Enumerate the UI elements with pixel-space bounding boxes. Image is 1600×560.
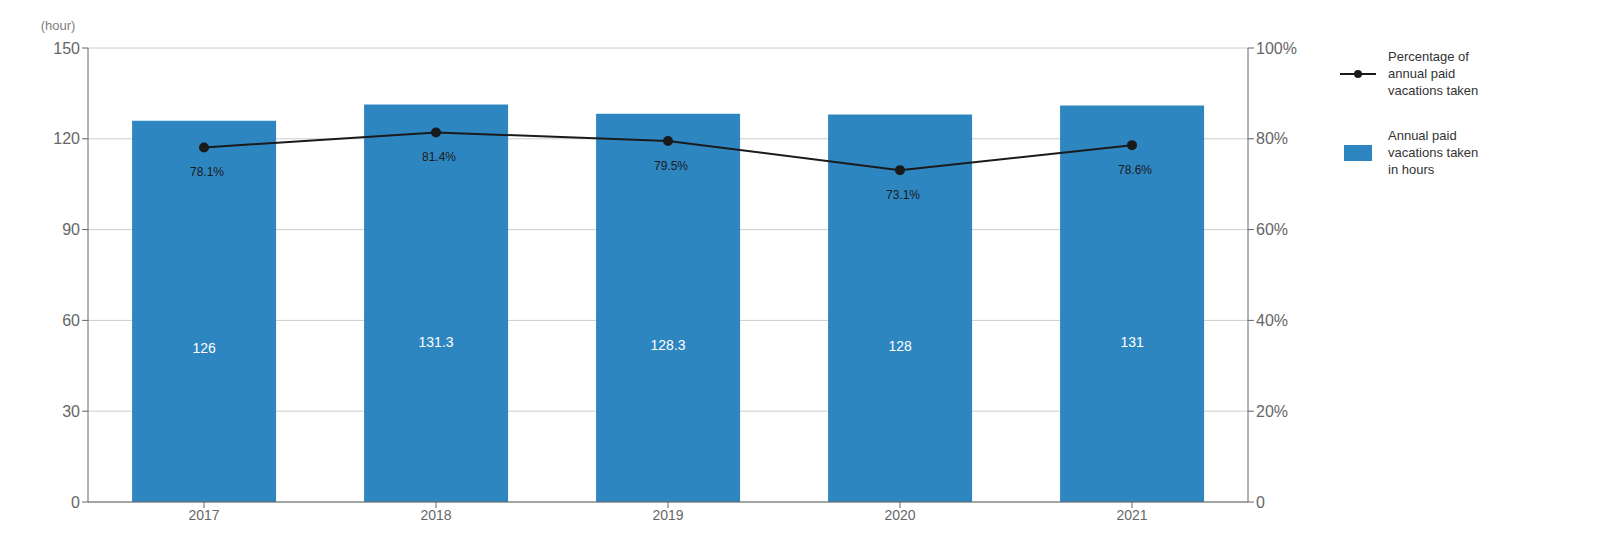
svg-text:78.6%: 78.6% [1118, 163, 1152, 177]
svg-text:131.3: 131.3 [419, 334, 454, 350]
svg-text:(hour): (hour) [41, 18, 76, 33]
html-text:Annual paid vacations taken in: Annual paid vacations taken in hours [1388, 128, 1479, 177]
svg-text:2021: 2021 [1116, 507, 1147, 523]
svg-text:2018: 2018 [420, 507, 451, 523]
svg-text:78.1%: 78.1% [190, 165, 224, 179]
svg-text:0: 0 [1256, 494, 1265, 511]
svg-text:150: 150 [53, 40, 80, 57]
svg-text:100%: 100% [1256, 40, 1297, 57]
svg-text:2017: 2017 [188, 507, 219, 523]
svg-text:131: 131 [1120, 334, 1144, 350]
svg-text:126: 126 [192, 340, 216, 356]
svg-text:81.4%: 81.4% [422, 150, 456, 164]
svg-text:128: 128 [888, 338, 912, 354]
svg-text:73.1%: 73.1% [886, 188, 920, 202]
svg-text:40%: 40% [1256, 312, 1288, 329]
svg-text:128.3: 128.3 [651, 337, 686, 353]
svg-text:90: 90 [62, 221, 80, 238]
svg-text:120: 120 [53, 130, 80, 147]
svg-text:20%: 20% [1256, 403, 1288, 420]
svg-text:60: 60 [62, 312, 80, 329]
svg-text:2019: 2019 [652, 507, 683, 523]
svg-text:0: 0 [71, 494, 80, 511]
svg-text:2020: 2020 [884, 507, 915, 523]
svg-text:60%: 60% [1256, 221, 1288, 238]
html-text:Percentage of annual paid vaca: Percentage of annual paid vacations take… [1388, 49, 1479, 98]
svg-text:30: 30 [62, 403, 80, 420]
svg-text:80%: 80% [1256, 130, 1288, 147]
svg-text:79.5%: 79.5% [654, 159, 688, 173]
